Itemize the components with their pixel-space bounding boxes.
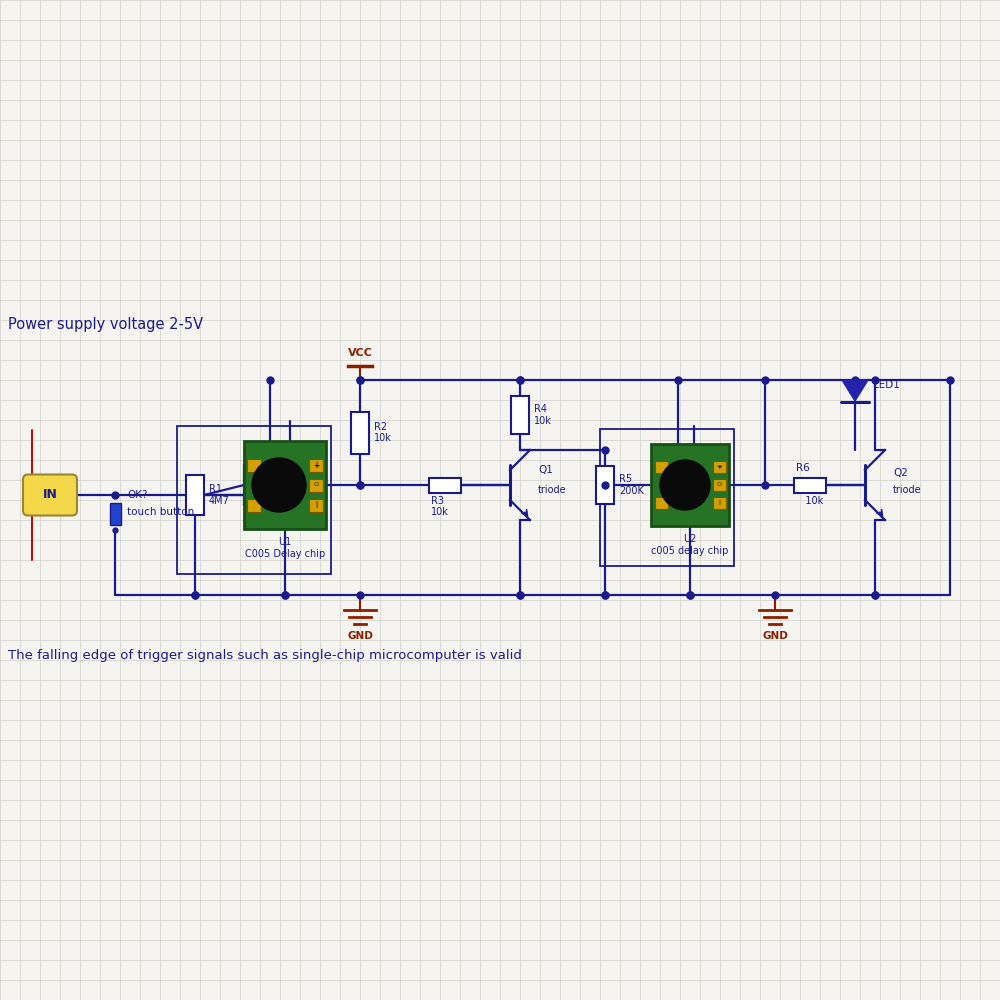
Bar: [600, 429, 734, 566]
Text: Q1: Q1: [538, 465, 553, 475]
Text: I: I: [718, 500, 720, 506]
Text: touch button: touch button: [127, 507, 194, 517]
Text: OK?: OK?: [127, 490, 148, 500]
Text: R6: R6: [796, 463, 810, 473]
Text: U1
C005 Delay chip: U1 C005 Delay chip: [245, 537, 325, 559]
Text: GND: GND: [347, 631, 373, 641]
Text: Power supply voltage 2-5V: Power supply voltage 2-5V: [8, 318, 203, 332]
Text: U2
c005 delay chip: U2 c005 delay chip: [651, 534, 729, 556]
Text: GND: GND: [762, 631, 788, 641]
Text: R4
10k: R4 10k: [534, 404, 552, 426]
Bar: [596, 466, 614, 504]
Text: 10k: 10k: [796, 496, 823, 506]
Text: The falling edge of trigger signals such as single-chip microcomputer is valid: The falling edge of trigger signals such…: [8, 648, 522, 662]
Bar: [712, 497, 726, 509]
Circle shape: [660, 460, 710, 510]
Polygon shape: [842, 380, 868, 401]
Bar: [110, 503, 121, 525]
Bar: [247, 459, 261, 472]
Bar: [309, 459, 323, 472]
Text: triode: triode: [893, 485, 922, 495]
Bar: [177, 426, 331, 574]
Text: IN: IN: [43, 488, 57, 502]
Bar: [429, 478, 461, 493]
Text: R1
4M7: R1 4M7: [209, 484, 230, 506]
Bar: [309, 479, 323, 492]
Bar: [654, 461, 668, 473]
Text: triode: triode: [538, 485, 567, 495]
Text: +: +: [313, 460, 319, 470]
Text: O: O: [716, 483, 722, 488]
Bar: [511, 396, 529, 434]
Bar: [351, 412, 369, 454]
Text: R5
200K: R5 200K: [619, 474, 644, 496]
Bar: [794, 478, 826, 493]
Text: R2
10k: R2 10k: [374, 422, 392, 443]
Bar: [712, 461, 726, 473]
Text: I: I: [315, 501, 317, 510]
Bar: [244, 441, 326, 529]
Text: LED1: LED1: [873, 380, 900, 390]
Text: Q2: Q2: [893, 468, 908, 478]
Text: VCC: VCC: [348, 348, 372, 358]
Bar: [712, 479, 726, 491]
Bar: [186, 475, 204, 515]
Bar: [309, 499, 323, 512]
Text: +: +: [716, 464, 722, 470]
FancyBboxPatch shape: [23, 475, 77, 516]
Bar: [247, 499, 261, 512]
Bar: [651, 444, 729, 526]
Bar: [654, 497, 668, 509]
Text: O: O: [314, 483, 318, 488]
Text: R3
10k: R3 10k: [431, 496, 449, 517]
Circle shape: [252, 458, 306, 512]
